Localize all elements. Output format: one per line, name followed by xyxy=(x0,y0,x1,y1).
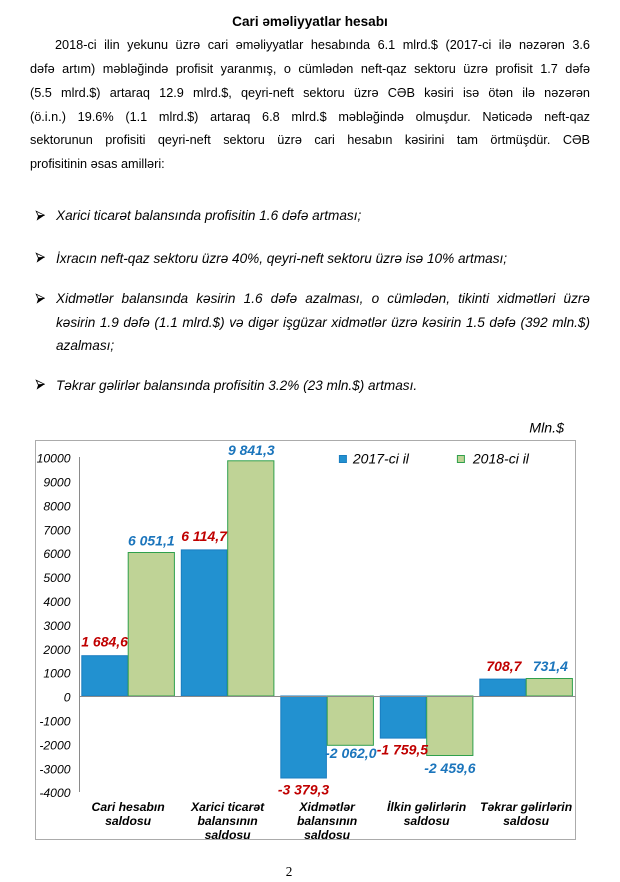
svg-text:-3000: -3000 xyxy=(39,762,70,776)
svg-text:4000: 4000 xyxy=(43,595,70,609)
svg-text:-3 379,3: -3 379,3 xyxy=(278,782,330,798)
svg-text:-2000: -2000 xyxy=(39,738,70,752)
svg-text:708,7: 708,7 xyxy=(486,658,522,674)
svg-text:2000: 2000 xyxy=(42,643,70,657)
svg-text:-4000: -4000 xyxy=(39,786,70,800)
svg-text:10000: 10000 xyxy=(37,452,71,466)
svg-text:1 684,6: 1 684,6 xyxy=(81,634,128,650)
svg-text:Xidmətlər: Xidmətlər xyxy=(298,800,356,814)
svg-text:-1 759,5: -1 759,5 xyxy=(377,742,429,758)
svg-text:9000: 9000 xyxy=(43,476,70,490)
svg-text:2018-ci il: 2018-ci il xyxy=(472,451,530,467)
svg-text:-1000: -1000 xyxy=(39,715,70,729)
svg-text:saldosu: saldosu xyxy=(304,828,351,842)
svg-text:-2 459,6: -2 459,6 xyxy=(424,760,476,776)
svg-text:1000: 1000 xyxy=(43,667,70,681)
svg-text:İlkin gəlirlərin: İlkin gəlirlərin xyxy=(387,799,466,814)
svg-text:balansının: balansının xyxy=(197,814,257,828)
svg-text:9 841,3: 9 841,3 xyxy=(228,442,275,458)
svg-text:731,4: 731,4 xyxy=(533,658,568,674)
svg-text:Təkrar gəlirlərin: Təkrar gəlirlərin xyxy=(480,800,572,814)
svg-text:8000: 8000 xyxy=(43,499,70,513)
svg-text:Cari hesabın: Cari hesabın xyxy=(92,800,165,814)
svg-text:0: 0 xyxy=(64,691,71,705)
svg-text:5000: 5000 xyxy=(43,571,70,585)
svg-text:balansının: balansının xyxy=(297,814,357,828)
svg-text:saldosu: saldosu xyxy=(205,828,252,842)
svg-text:6000: 6000 xyxy=(43,547,70,561)
svg-text:Mln.$: Mln.$ xyxy=(529,420,565,436)
svg-text:6 051,1: 6 051,1 xyxy=(128,533,175,549)
svg-text:saldosu: saldosu xyxy=(503,814,550,828)
svg-text:7000: 7000 xyxy=(43,523,70,537)
svg-text:saldosu: saldosu xyxy=(404,814,451,828)
svg-text:-2 062,0: -2 062,0 xyxy=(325,745,377,761)
svg-text:Xarici ticarət: Xarici ticarət xyxy=(190,800,265,814)
svg-text:3000: 3000 xyxy=(43,619,70,633)
svg-text:6 114,7: 6 114,7 xyxy=(181,528,228,544)
svg-text:saldosu: saldosu xyxy=(105,814,152,828)
svg-text:2017-ci il: 2017-ci il xyxy=(352,451,410,467)
